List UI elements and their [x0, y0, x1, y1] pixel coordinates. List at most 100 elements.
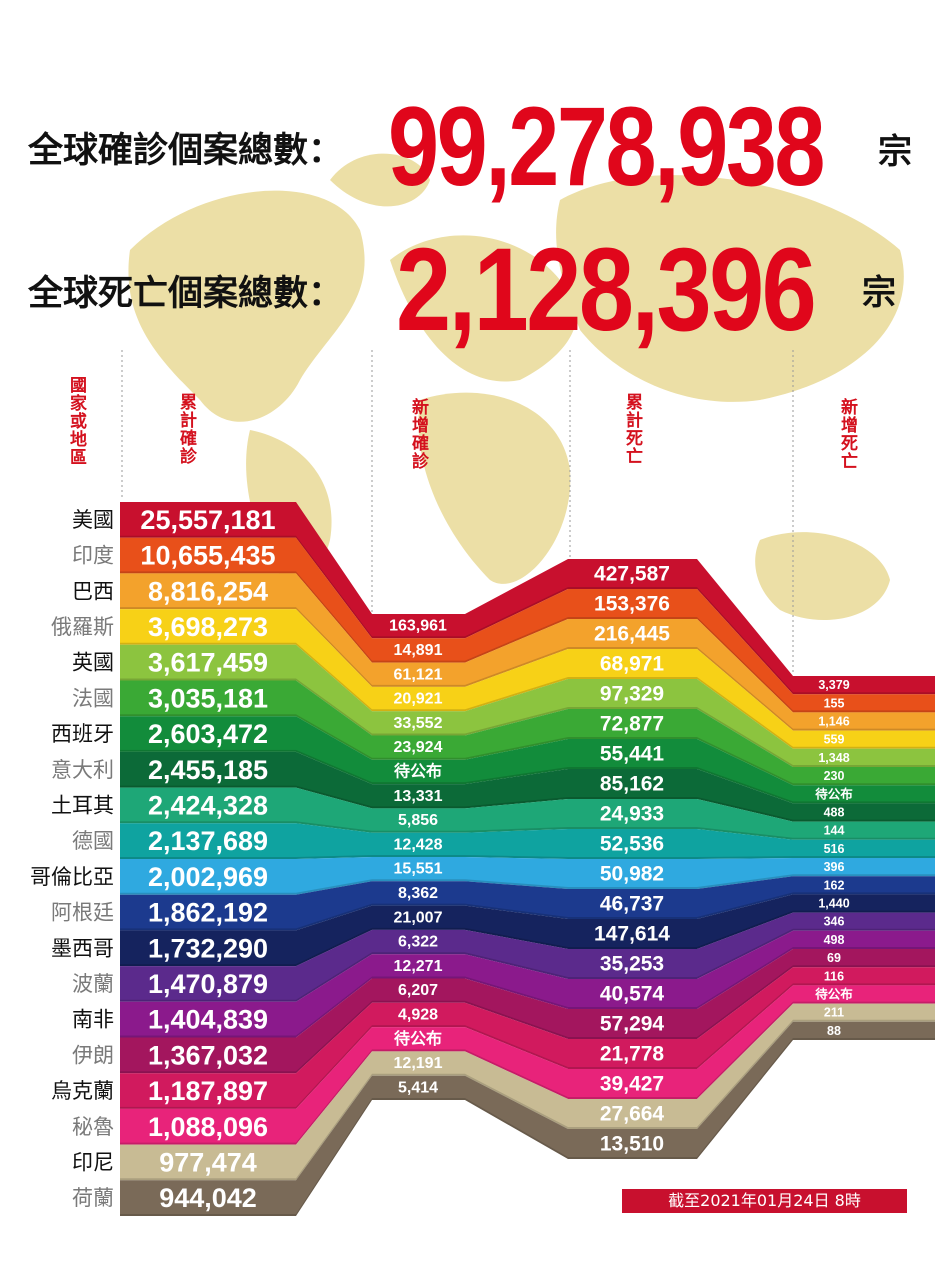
ribbon: [120, 644, 935, 767]
country: 波蘭: [72, 972, 114, 996]
country: 阿根廷: [51, 901, 114, 925]
cases: 3,698,273: [148, 612, 268, 642]
deaths: 13,510: [600, 1133, 664, 1156]
country: 巴西: [72, 579, 114, 603]
cases: 2,002,969: [148, 862, 268, 892]
new-cases: 21,007: [394, 909, 443, 926]
country: 俄羅斯: [51, 615, 114, 639]
deaths: 39,427: [600, 1073, 664, 1096]
new-cases: 61,121: [394, 666, 443, 683]
cases: 1,862,192: [148, 898, 268, 928]
new-cases: 4,928: [398, 1006, 438, 1023]
ribbon: [120, 716, 935, 804]
country: 意大利: [51, 758, 114, 782]
deaths: 46,737: [600, 893, 664, 916]
cases: 8,816,254: [148, 576, 268, 606]
new-deaths: 3,379: [818, 678, 849, 692]
deaths: 216,445: [594, 623, 670, 646]
new-deaths: 162: [824, 878, 845, 892]
ribbon-shade: [120, 965, 935, 1074]
cases: 1,367,032: [148, 1040, 268, 1070]
new-deaths: 待公布: [815, 786, 853, 801]
cases: 977,474: [159, 1147, 257, 1177]
ribbon: [120, 1003, 935, 1181]
new-deaths: 69: [827, 951, 841, 965]
unit: 宗: [878, 132, 912, 172]
new-deaths: 488: [824, 806, 845, 820]
new-deaths: 88: [827, 1024, 841, 1038]
deaths: 427,587: [594, 563, 670, 586]
new-cases: 待公布: [394, 1029, 442, 1048]
new-deaths: 559: [824, 733, 845, 747]
new-deaths: 346: [824, 915, 845, 929]
country: 德國: [72, 829, 114, 853]
new-deaths: 144: [824, 824, 845, 838]
ribbon-shade: [120, 892, 935, 931]
column-header: 新增死亡: [837, 398, 857, 470]
ribbon: [120, 876, 935, 931]
new-cases: 15,551: [394, 861, 443, 878]
new-deaths: 211: [824, 1006, 844, 1020]
new-cases: 5,856: [398, 812, 438, 829]
country: 秘魯: [72, 1115, 114, 1139]
ribbon-shade: [120, 855, 935, 859]
deaths: 153,376: [594, 593, 670, 616]
new-cases: 5,414: [398, 1079, 438, 1096]
new-cases: 14,891: [394, 642, 443, 659]
ribbon: [120, 573, 935, 731]
new-cases: 163,961: [389, 618, 447, 635]
deaths: 27,664: [600, 1103, 665, 1126]
ribbon: [120, 787, 935, 840]
cases: 1,187,897: [148, 1076, 268, 1106]
world-map: [128, 153, 904, 620]
ribbon: [120, 930, 935, 1038]
footnote: 截至2021年01月24日 8時: [622, 1189, 907, 1213]
deaths: 55,441: [600, 743, 665, 766]
deaths: 52,536: [600, 833, 664, 856]
country: 烏克蘭: [51, 1079, 114, 1103]
cases-total: 99,278,938: [388, 84, 826, 209]
deaths: 85,162: [600, 773, 664, 796]
ribbon-shade: [120, 910, 935, 967]
ribbon-shade: [120, 821, 935, 840]
ribbon-shade: [120, 874, 935, 895]
new-cases: 23,924: [394, 739, 443, 756]
ribbon: [120, 912, 935, 1002]
new-deaths: 1,348: [818, 751, 849, 765]
column-dividers: [121, 350, 794, 675]
ribbon-shade: [120, 785, 935, 822]
ribbon: [120, 537, 935, 713]
deaths: 97,329: [600, 683, 664, 706]
country: 土耳其: [51, 793, 114, 817]
cases: 944,042: [159, 1183, 257, 1213]
ribbon: [120, 1021, 935, 1216]
country: 英國: [72, 651, 114, 675]
new-cases: 待公布: [394, 761, 442, 780]
ribbon: [120, 823, 935, 859]
ribbon: [120, 609, 935, 749]
deaths: 40,574: [600, 983, 665, 1006]
unit: 宗: [862, 273, 896, 313]
column-header: 累計死亡: [622, 393, 642, 465]
ribbon: [120, 751, 935, 822]
new-deaths: 516: [824, 842, 845, 856]
new-cases: 12,271: [394, 958, 443, 975]
new-deaths: 1,440: [818, 897, 849, 911]
new-deaths: 396: [824, 860, 845, 874]
ribbon: [120, 894, 935, 967]
cases: 2,603,472: [148, 719, 268, 749]
new-deaths: 498: [824, 933, 845, 947]
new-cases: 6,207: [398, 982, 438, 999]
new-deaths: 116: [824, 969, 844, 983]
new-deaths: 230: [824, 769, 845, 783]
new-cases: 6,322: [398, 934, 438, 951]
cases: 2,424,328: [148, 790, 268, 820]
country: 南非: [72, 1008, 114, 1032]
deaths: 68,971: [600, 653, 665, 676]
deaths-label: 全球死亡個案總數：: [28, 274, 344, 314]
cases: 25,557,181: [140, 505, 275, 535]
deaths: 24,933: [600, 803, 664, 826]
deaths: 50,982: [600, 863, 664, 886]
column-header: 國家或地區: [66, 376, 86, 466]
